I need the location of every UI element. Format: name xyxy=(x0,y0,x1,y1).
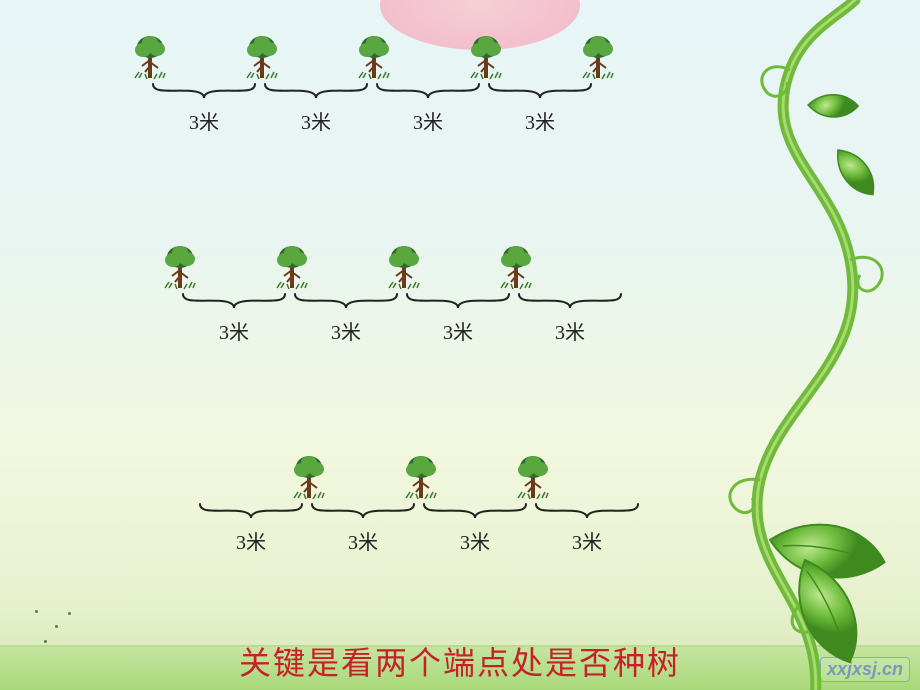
segment-label: 3米 xyxy=(413,106,443,135)
segment: 3米 xyxy=(178,292,290,345)
tree-icon xyxy=(155,242,205,294)
tree-icon xyxy=(461,32,511,84)
segment: 3米 xyxy=(531,502,643,555)
brace xyxy=(310,502,416,518)
brace xyxy=(487,82,593,98)
tree-icon xyxy=(396,452,446,504)
tree-icon xyxy=(379,242,429,294)
segment-label: 3米 xyxy=(572,526,602,555)
decorative-dot xyxy=(35,610,38,613)
segment: 3米 xyxy=(514,292,626,345)
segment-label: 3米 xyxy=(301,106,331,135)
brace xyxy=(181,292,287,308)
vine-decoration xyxy=(640,0,920,690)
segment-label: 3米 xyxy=(219,316,249,345)
tree-icon xyxy=(267,242,317,294)
segment-label: 3米 xyxy=(555,316,585,345)
segment: 3米 xyxy=(402,292,514,345)
segment: 3米 xyxy=(419,502,531,555)
brace xyxy=(151,82,257,98)
tree-icon xyxy=(349,32,399,84)
segment-label: 3米 xyxy=(348,526,378,555)
tree-icon xyxy=(508,452,558,504)
brace xyxy=(517,292,623,308)
brace xyxy=(405,292,511,308)
tree-row-2: 3米 3米 3米 3米 xyxy=(178,292,626,345)
segment: 3米 xyxy=(195,502,307,555)
brace xyxy=(198,502,304,518)
segment-label: 3米 xyxy=(189,106,219,135)
brace xyxy=(263,82,369,98)
brace xyxy=(293,292,399,308)
tree-icon xyxy=(284,452,334,504)
brace xyxy=(375,82,481,98)
segment-label: 3米 xyxy=(525,106,555,135)
tree-icon xyxy=(573,32,623,84)
decorative-dot xyxy=(55,625,58,628)
brace xyxy=(422,502,528,518)
segment-label: 3米 xyxy=(331,316,361,345)
segment: 3米 xyxy=(148,82,260,135)
segment: 3米 xyxy=(260,82,372,135)
brace xyxy=(534,502,640,518)
segment: 3米 xyxy=(290,292,402,345)
tree-icon xyxy=(237,32,287,84)
tree-row-1: 3米 3米 3米 3米 xyxy=(148,82,596,135)
segment: 3米 xyxy=(484,82,596,135)
decorative-dot xyxy=(44,640,47,643)
segment-label: 3米 xyxy=(236,526,266,555)
segment: 3米 xyxy=(372,82,484,135)
tree-icon xyxy=(491,242,541,294)
tree-row-3: 3米 3米 3米 3米 xyxy=(195,502,643,555)
segment: 3米 xyxy=(307,502,419,555)
segment-label: 3米 xyxy=(460,526,490,555)
decorative-dot xyxy=(68,612,71,615)
tree-icon xyxy=(125,32,175,84)
segment-label: 3米 xyxy=(443,316,473,345)
